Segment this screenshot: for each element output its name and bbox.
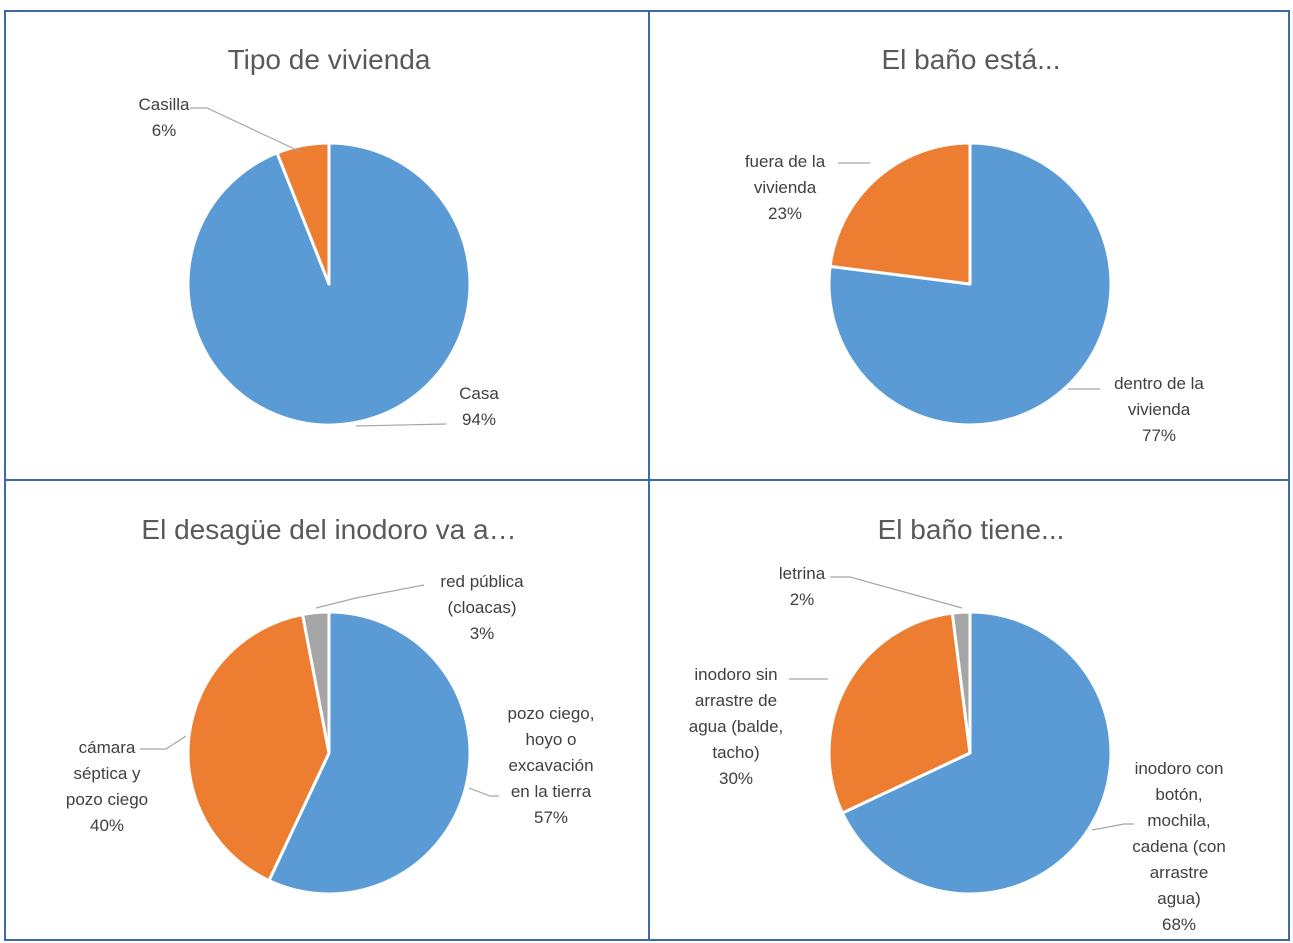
chart-panel-tipo-de-vivienda: Tipo de vivienda Casa 94% Casilla 6% [4, 10, 650, 481]
data-label-line: fuera de la [745, 152, 826, 171]
pie-chart-svg: Tipo de vivienda Casa 94% Casilla 6% [138, 44, 499, 429]
chart-title: El baño está... [881, 44, 1060, 75]
pie-slice [275, 141, 331, 286]
data-label: red pública (cloacas) 3% [440, 572, 524, 643]
data-label-percent: 23% [768, 204, 802, 223]
data-label: fuera de la vivienda 23% [745, 152, 826, 223]
chart-panel-bano-esta: El baño está... dentro de la vivienda 77% fu… [648, 10, 1290, 481]
data-label-line: red pública [440, 572, 524, 591]
data-label-line: agua (balde, [689, 717, 784, 736]
data-label-line: hoyo o [525, 730, 576, 749]
data-label-line: Casa [459, 384, 499, 403]
pie-slice [950, 610, 972, 755]
data-label: inodoro sin arrastre de agua (balde, tacho)… [689, 665, 784, 788]
data-label-line: mochila, [1147, 811, 1210, 830]
data-label-line: agua) [1157, 889, 1200, 908]
data-label-line: inodoro con [1135, 759, 1224, 778]
data-label-line: excavación [508, 756, 593, 775]
data-label-percent: 94% [462, 410, 496, 429]
data-label-line: (cloacas) [448, 598, 517, 617]
data-label-percent: 57% [534, 808, 568, 827]
data-label-line: vivienda [1128, 400, 1191, 419]
chart-title: El desagüe del inodoro va a… [141, 514, 516, 545]
data-label-line: inodoro sin [694, 665, 777, 684]
chart-panel-desague: El desagüe del inodoro va a… pozo ciego, h… [4, 479, 650, 941]
pie-slices [827, 610, 1113, 896]
label-leader-line [190, 107, 302, 153]
data-label-line: pozo ciego [66, 790, 148, 809]
pie-slice [301, 610, 331, 755]
data-label-percent: 30% [719, 769, 753, 788]
data-label-line: vivienda [754, 178, 817, 197]
pie-slice [827, 141, 1113, 427]
data-label: letrina 2% [779, 564, 826, 609]
data-label-line: pozo ciego, [508, 704, 595, 723]
data-label: Casilla 6% [138, 95, 190, 140]
data-label-line: séptica y [73, 764, 141, 783]
data-label: inodoro con botón, mochila, cadena (con arra… [1132, 759, 1226, 934]
data-label-percent: 6% [152, 121, 177, 140]
chart-title: El baño tiene... [878, 514, 1065, 545]
pie-slices [186, 610, 472, 896]
data-label-line: cadena (con [1132, 837, 1226, 856]
data-label-percent: 40% [90, 816, 124, 835]
data-label-percent: 2% [790, 590, 815, 609]
data-label-line: letrina [779, 564, 826, 583]
pie-slice [827, 611, 972, 815]
pie-chart-svg: El baño tiene... inodoro con botón, mochila… [689, 514, 1226, 934]
pie-slice [267, 610, 472, 896]
data-label-line: en la tierra [511, 782, 592, 801]
pie-slice [840, 610, 1113, 896]
data-label-percent: 77% [1142, 426, 1176, 445]
label-leader-line [830, 576, 963, 609]
data-label: dentro de la vivienda 77% [1114, 374, 1204, 445]
pie-slice [186, 612, 331, 883]
pie-slices [827, 141, 1113, 427]
label-leader-line [1091, 823, 1134, 831]
label-leader-line [140, 735, 187, 750]
label-leader-line [468, 787, 499, 797]
data-label-line: cámara [79, 738, 136, 757]
data-label-line: arrastre de [695, 691, 777, 710]
chart-panel-bano-tiene: El baño tiene... inodoro con botón, mochila… [648, 479, 1290, 941]
data-label-percent: 3% [470, 624, 495, 643]
data-label-percent: 68% [1162, 915, 1196, 934]
data-label: cámara séptica y pozo ciego 40% [66, 738, 148, 835]
data-label-line: botón, [1155, 785, 1202, 804]
data-label-line: dentro de la [1114, 374, 1204, 393]
label-leader-line [315, 584, 425, 609]
data-label-line: arrastre [1150, 863, 1209, 882]
data-label-line: tacho) [712, 743, 759, 762]
pie-slices [186, 141, 472, 427]
pie-chart-svg: El desagüe del inodoro va a… pozo ciego, h… [66, 514, 595, 896]
pie-chart-svg: El baño está... dentro de la vivienda 77% fu… [745, 44, 1205, 445]
label-leader-line [355, 423, 447, 427]
chart-title: Tipo de vivienda [228, 44, 431, 75]
data-label: Casa 94% [459, 384, 499, 429]
data-label-line: Casilla [138, 95, 190, 114]
data-label: pozo ciego, hoyo o excavación en la tierra 5… [508, 704, 595, 827]
pie-slice [828, 141, 972, 286]
